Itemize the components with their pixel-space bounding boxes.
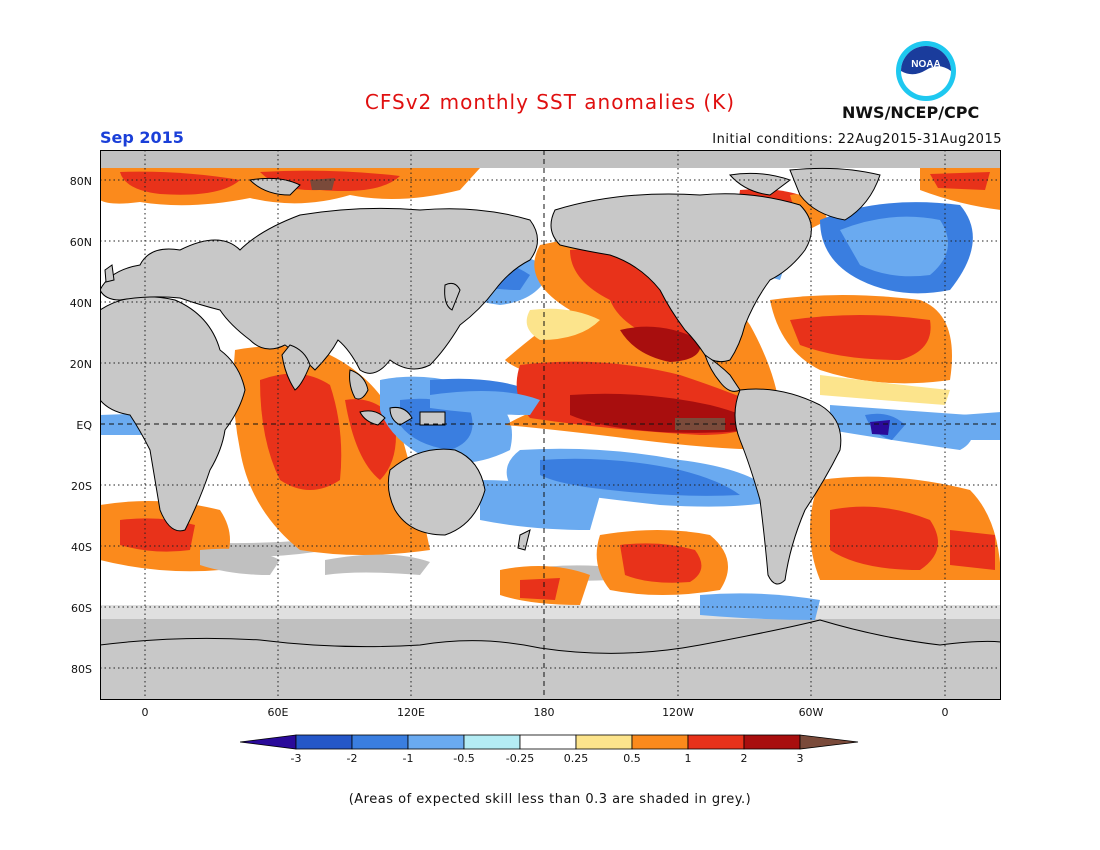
- latitude-label: 40N: [69, 297, 92, 310]
- borneo: [389, 407, 413, 426]
- latitude-label: 80N: [69, 175, 92, 188]
- map-frame: [100, 150, 1001, 700]
- colorbar-label: 2: [740, 752, 748, 765]
- longitude-label: 0: [941, 706, 949, 719]
- new-guinea: [419, 411, 446, 426]
- antarctica: [100, 619, 1001, 700]
- colorbar-arrow-low: [240, 734, 297, 750]
- south-america: [734, 388, 842, 585]
- eurasia: [100, 207, 538, 374]
- colorbar-segment: [295, 734, 353, 750]
- anomaly-patches: [100, 168, 1001, 620]
- north-america: [550, 193, 812, 363]
- colorbar-segment: [743, 734, 801, 750]
- longitude-label: 0: [141, 706, 149, 719]
- longitude-label: 180: [533, 706, 555, 719]
- longitude-label: 60E: [267, 706, 289, 719]
- new-zealand: [517, 529, 531, 551]
- arctic-island: [248, 177, 301, 196]
- japan: [444, 282, 461, 311]
- colorbar-label: -0.25: [505, 752, 535, 765]
- month-label: Sep 2015: [100, 128, 184, 147]
- organization-label: NWS/NCEP/CPC: [842, 103, 980, 122]
- colorbar-segment: [687, 734, 745, 750]
- indochina: [349, 369, 369, 400]
- equator-dateline: [100, 150, 1001, 700]
- longitude-label: 120W: [662, 706, 694, 719]
- sumatra: [359, 410, 386, 426]
- noaa-logo: NOAA: [896, 41, 956, 101]
- greenland: [789, 167, 881, 221]
- colorbar-label: -0.5: [453, 752, 475, 765]
- latitude-label: 60S: [71, 602, 92, 615]
- colorbar: [240, 734, 859, 750]
- initial-conditions-label: Initial conditions: 22Aug2015-31Aug2015: [712, 132, 1002, 147]
- sst-anomaly-map: [100, 150, 1001, 700]
- africa: [100, 296, 246, 532]
- map-title: CFSv2 monthly SST anomalies (K): [364, 90, 736, 114]
- colorbar-label: 1: [684, 752, 692, 765]
- latitude-label: 20N: [69, 358, 92, 371]
- colorbar-label: -3: [290, 752, 302, 765]
- graticule: [100, 150, 1001, 700]
- colorbar-label: 0.25: [563, 752, 589, 765]
- colorbar-arrow-high: [799, 734, 859, 750]
- svg-text:NOAA: NOAA: [911, 59, 940, 70]
- colorbar-segment: [351, 734, 409, 750]
- central-america: [704, 353, 741, 392]
- colorbar-segment: [519, 734, 577, 750]
- colorbar-label: 0.5: [623, 752, 641, 765]
- india: [281, 344, 311, 391]
- skill-note: (Areas of expected skill less than 0.3 a…: [348, 792, 752, 807]
- colorbar-segment: [463, 734, 521, 750]
- latitude-label: 60N: [69, 236, 92, 249]
- latitude-label: EQ: [76, 419, 92, 432]
- longitude-label: 120E: [397, 706, 425, 719]
- landmasses: [100, 167, 1001, 700]
- latitude-label: 40S: [71, 541, 92, 554]
- colorbar-label: -1: [402, 752, 414, 765]
- colorbar-label: 3: [796, 752, 804, 765]
- colorbar-label: -2: [346, 752, 358, 765]
- colorbar-segment: [631, 734, 689, 750]
- longitude-label: 60W: [798, 706, 824, 719]
- great-britain: [104, 264, 115, 283]
- latitude-label: 80S: [71, 663, 92, 676]
- arctic-canada-islands: [729, 172, 792, 196]
- colorbar-segment: [575, 734, 633, 750]
- latitude-label: 20S: [71, 480, 92, 493]
- colorbar-segment: [407, 734, 465, 750]
- australia: [387, 448, 486, 536]
